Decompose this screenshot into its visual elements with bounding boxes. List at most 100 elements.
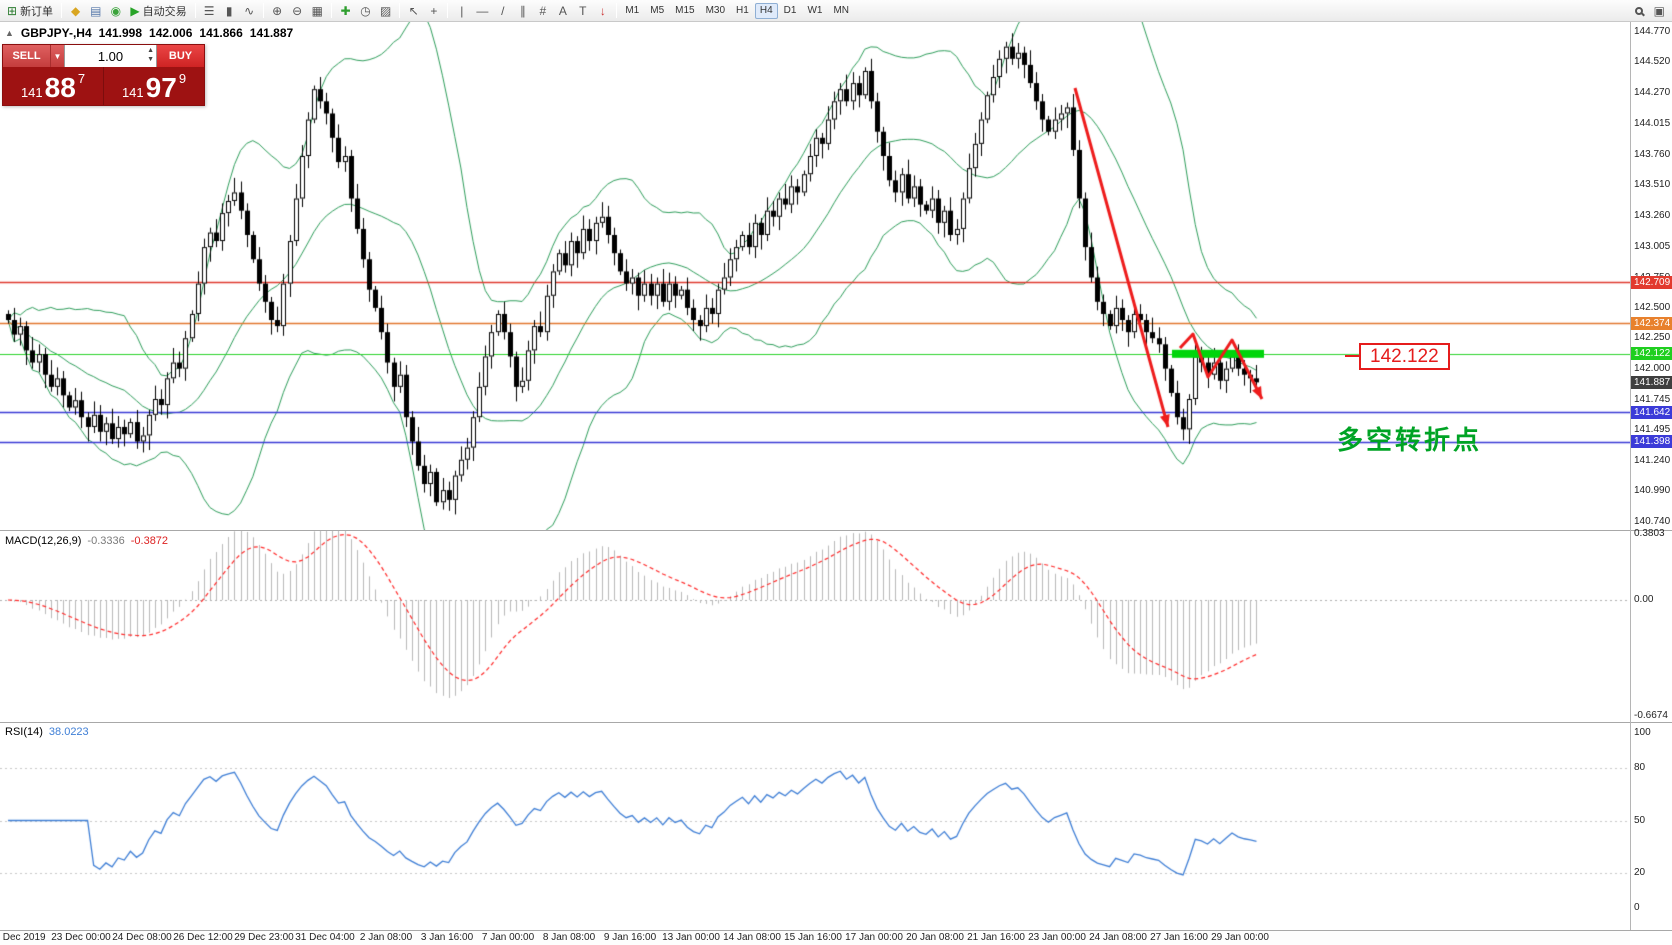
fibonacci-button[interactable]: # bbox=[533, 2, 552, 20]
timeframe-w1[interactable]: W1 bbox=[807, 5, 823, 16]
tile-windows-button[interactable]: ▦ bbox=[308, 2, 327, 20]
time-label: 17 Jan 00:00 bbox=[845, 932, 903, 943]
indicators-button[interactable]: ✚ bbox=[336, 2, 355, 20]
rsi-scale-tick: 80 bbox=[1634, 762, 1646, 773]
collapse-triangle-icon[interactable]: ▲ bbox=[5, 28, 14, 38]
symbol-info-line: ▲ GBPJPY-,H4 141.998 142.006 141.866 141… bbox=[5, 26, 293, 40]
macd-scale-tick: -0.6674 bbox=[1634, 710, 1668, 722]
price-level-label-tick bbox=[1345, 355, 1359, 357]
macd-scale-tick: 0.3803 bbox=[1634, 527, 1665, 539]
crosshair-icon: + bbox=[430, 3, 438, 18]
templates-button[interactable]: ▨ bbox=[376, 2, 395, 20]
zoom-in-button[interactable]: ⊕ bbox=[268, 2, 287, 20]
macd-canvas[interactable] bbox=[0, 531, 1630, 722]
symbol-title: GBPJPY-,H4 bbox=[20, 26, 92, 40]
toolbar-separator bbox=[61, 3, 63, 18]
timeframe-h4[interactable]: H4 bbox=[754, 2, 778, 19]
buy-button[interactable]: BUY bbox=[157, 45, 204, 67]
timeframe-mn[interactable]: MN bbox=[833, 5, 849, 16]
macd-scale-tick: 0.00 bbox=[1634, 594, 1654, 605]
volume-value: 1.00 bbox=[97, 48, 124, 64]
metaeditor-button[interactable]: ◆ bbox=[66, 2, 85, 20]
rsi-scale-tick: 0 bbox=[1634, 902, 1640, 913]
toolbar-separator bbox=[399, 3, 401, 18]
horizontal-line-icon: — bbox=[476, 3, 489, 18]
toolbar-right: ▣ bbox=[1630, 2, 1669, 20]
price-tick: 143.260 bbox=[1634, 209, 1671, 221]
metaeditor-icon: ◆ bbox=[70, 3, 81, 18]
zoom-out-icon: ⊖ bbox=[292, 3, 303, 18]
one-click-prices-row: 141 88 7 141 97 9 bbox=[3, 67, 204, 105]
price-tick: 141.495 bbox=[1634, 423, 1671, 435]
tile-windows-icon: ▦ bbox=[311, 3, 323, 18]
timeframe-m30[interactable]: M30 bbox=[705, 5, 726, 16]
chart-annotation-text[interactable]: 多空转折点 bbox=[1337, 425, 1483, 455]
profiles-button[interactable]: ▤ bbox=[86, 2, 105, 20]
timeframe-m1[interactable]: M1 bbox=[625, 5, 640, 16]
level-price-tag: 141.398 bbox=[1631, 435, 1672, 449]
auto-trading-icon: ▶ bbox=[130, 3, 140, 18]
trendline-icon: / bbox=[501, 3, 505, 18]
vertical-line-button[interactable]: | bbox=[452, 2, 471, 20]
main-chart-canvas[interactable] bbox=[0, 22, 1630, 530]
buy-price-prefix: 141 bbox=[121, 84, 144, 100]
volume-spinner[interactable]: ▲ ▼ bbox=[147, 46, 154, 64]
cursor-button[interactable]: ↖ bbox=[404, 2, 423, 20]
time-label: 20 Jan 08:00 bbox=[906, 932, 964, 943]
layout-icon: ▣ bbox=[1653, 3, 1665, 18]
sell-price[interactable]: 141 88 7 bbox=[3, 67, 104, 105]
arrows-button[interactable]: ↓ bbox=[593, 2, 612, 20]
main-macd-divider[interactable] bbox=[0, 530, 1672, 531]
timeframe-m5[interactable]: M5 bbox=[650, 5, 665, 16]
text-label-button[interactable]: T bbox=[573, 2, 592, 20]
periods-button[interactable]: ◷ bbox=[356, 2, 375, 20]
price-axis[interactable]: 144.770 144.520 144.270 144.015 143.760 143.5… bbox=[1631, 0, 1672, 945]
indicators-icon: ✚ bbox=[340, 3, 351, 18]
rsi-indicator-label: RSI(14) 38.0223 bbox=[5, 726, 89, 738]
price-tick: 141.745 bbox=[1634, 393, 1671, 405]
time-axis-divider bbox=[0, 930, 1672, 931]
layout-button[interactable]: ▣ bbox=[1650, 2, 1669, 20]
auto-trading-button[interactable]: ▶ 自动交易 bbox=[126, 2, 190, 20]
one-click-trading-panel: SELL ▼ 1.00 ▲ ▼ BUY 141 88 7 141 97 9 bbox=[2, 44, 205, 106]
new-order-button[interactable]: ⊞ 新订单 bbox=[3, 2, 57, 20]
zoom-out-button[interactable]: ⊖ bbox=[288, 2, 307, 20]
search-button[interactable] bbox=[1630, 2, 1649, 20]
text-button[interactable]: A bbox=[553, 2, 572, 20]
macd-rsi-divider[interactable] bbox=[0, 722, 1672, 723]
ohlc-low: 141.866 bbox=[199, 26, 243, 40]
timeframe-group: M1 M5 M15 M30 H1 H4 D1 W1 MN bbox=[620, 2, 854, 19]
price-tick: 142.000 bbox=[1634, 362, 1671, 374]
candlestick-chart-button[interactable]: ▮ bbox=[220, 2, 239, 20]
timeframe-h1[interactable]: H1 bbox=[736, 5, 749, 16]
rsi-canvas[interactable] bbox=[0, 723, 1630, 930]
price-tick: 143.760 bbox=[1634, 148, 1671, 160]
toolbar-left: ⊞ 新订单 ◆ ▤ ◉ ▶ 自动交易 ☰ ▮ ∿ ⊕ ⊖ ▦ ✚ ◷ ▨ ↖ + | — / ∥ # A T ↓ bbox=[3, 2, 620, 20]
time-label: 8 Jan 08:00 bbox=[542, 932, 596, 943]
volume-up-icon[interactable]: ▲ bbox=[147, 47, 154, 54]
timeframe-d1[interactable]: D1 bbox=[783, 5, 797, 16]
crosshair-button[interactable]: + bbox=[424, 2, 443, 20]
timeframe-m15[interactable]: M15 bbox=[675, 5, 695, 16]
expert-advisors-button[interactable]: ◉ bbox=[106, 2, 125, 20]
volume-down-icon[interactable]: ▼ bbox=[147, 56, 154, 63]
bar-chart-button[interactable]: ☰ bbox=[200, 2, 219, 20]
price-level-label-box[interactable]: 142.122 bbox=[1359, 343, 1450, 370]
sell-button[interactable]: SELL bbox=[3, 45, 50, 67]
line-chart-button[interactable]: ∿ bbox=[240, 2, 259, 20]
sell-options-caret-icon[interactable]: ▼ bbox=[50, 45, 64, 67]
price-tick: 144.770 bbox=[1634, 26, 1671, 38]
price-tick: 143.005 bbox=[1634, 240, 1671, 252]
volume-input[interactable]: 1.00 ▲ ▼ bbox=[64, 45, 157, 67]
buy-price-big: 97 bbox=[145, 72, 177, 103]
time-label: 27 Jan 16:00 bbox=[1150, 932, 1208, 943]
price-tick: 144.270 bbox=[1634, 86, 1671, 98]
horizontal-line-button[interactable]: — bbox=[472, 2, 492, 20]
time-label: 24 Dec 08:00 bbox=[112, 932, 172, 943]
trendline-button[interactable]: / bbox=[493, 2, 512, 20]
equidistant-channel-button[interactable]: ∥ bbox=[513, 2, 532, 20]
buy-price[interactable]: 141 97 9 bbox=[104, 67, 204, 105]
time-label: 9 Jan 16:00 bbox=[603, 932, 657, 943]
toolbar: ⊞ 新订单 ◆ ▤ ◉ ▶ 自动交易 ☰ ▮ ∿ ⊕ ⊖ ▦ ✚ ◷ ▨ ↖ + | — / ∥ # A T ↓ M1 M5 M15 M… bbox=[0, 0, 1672, 22]
